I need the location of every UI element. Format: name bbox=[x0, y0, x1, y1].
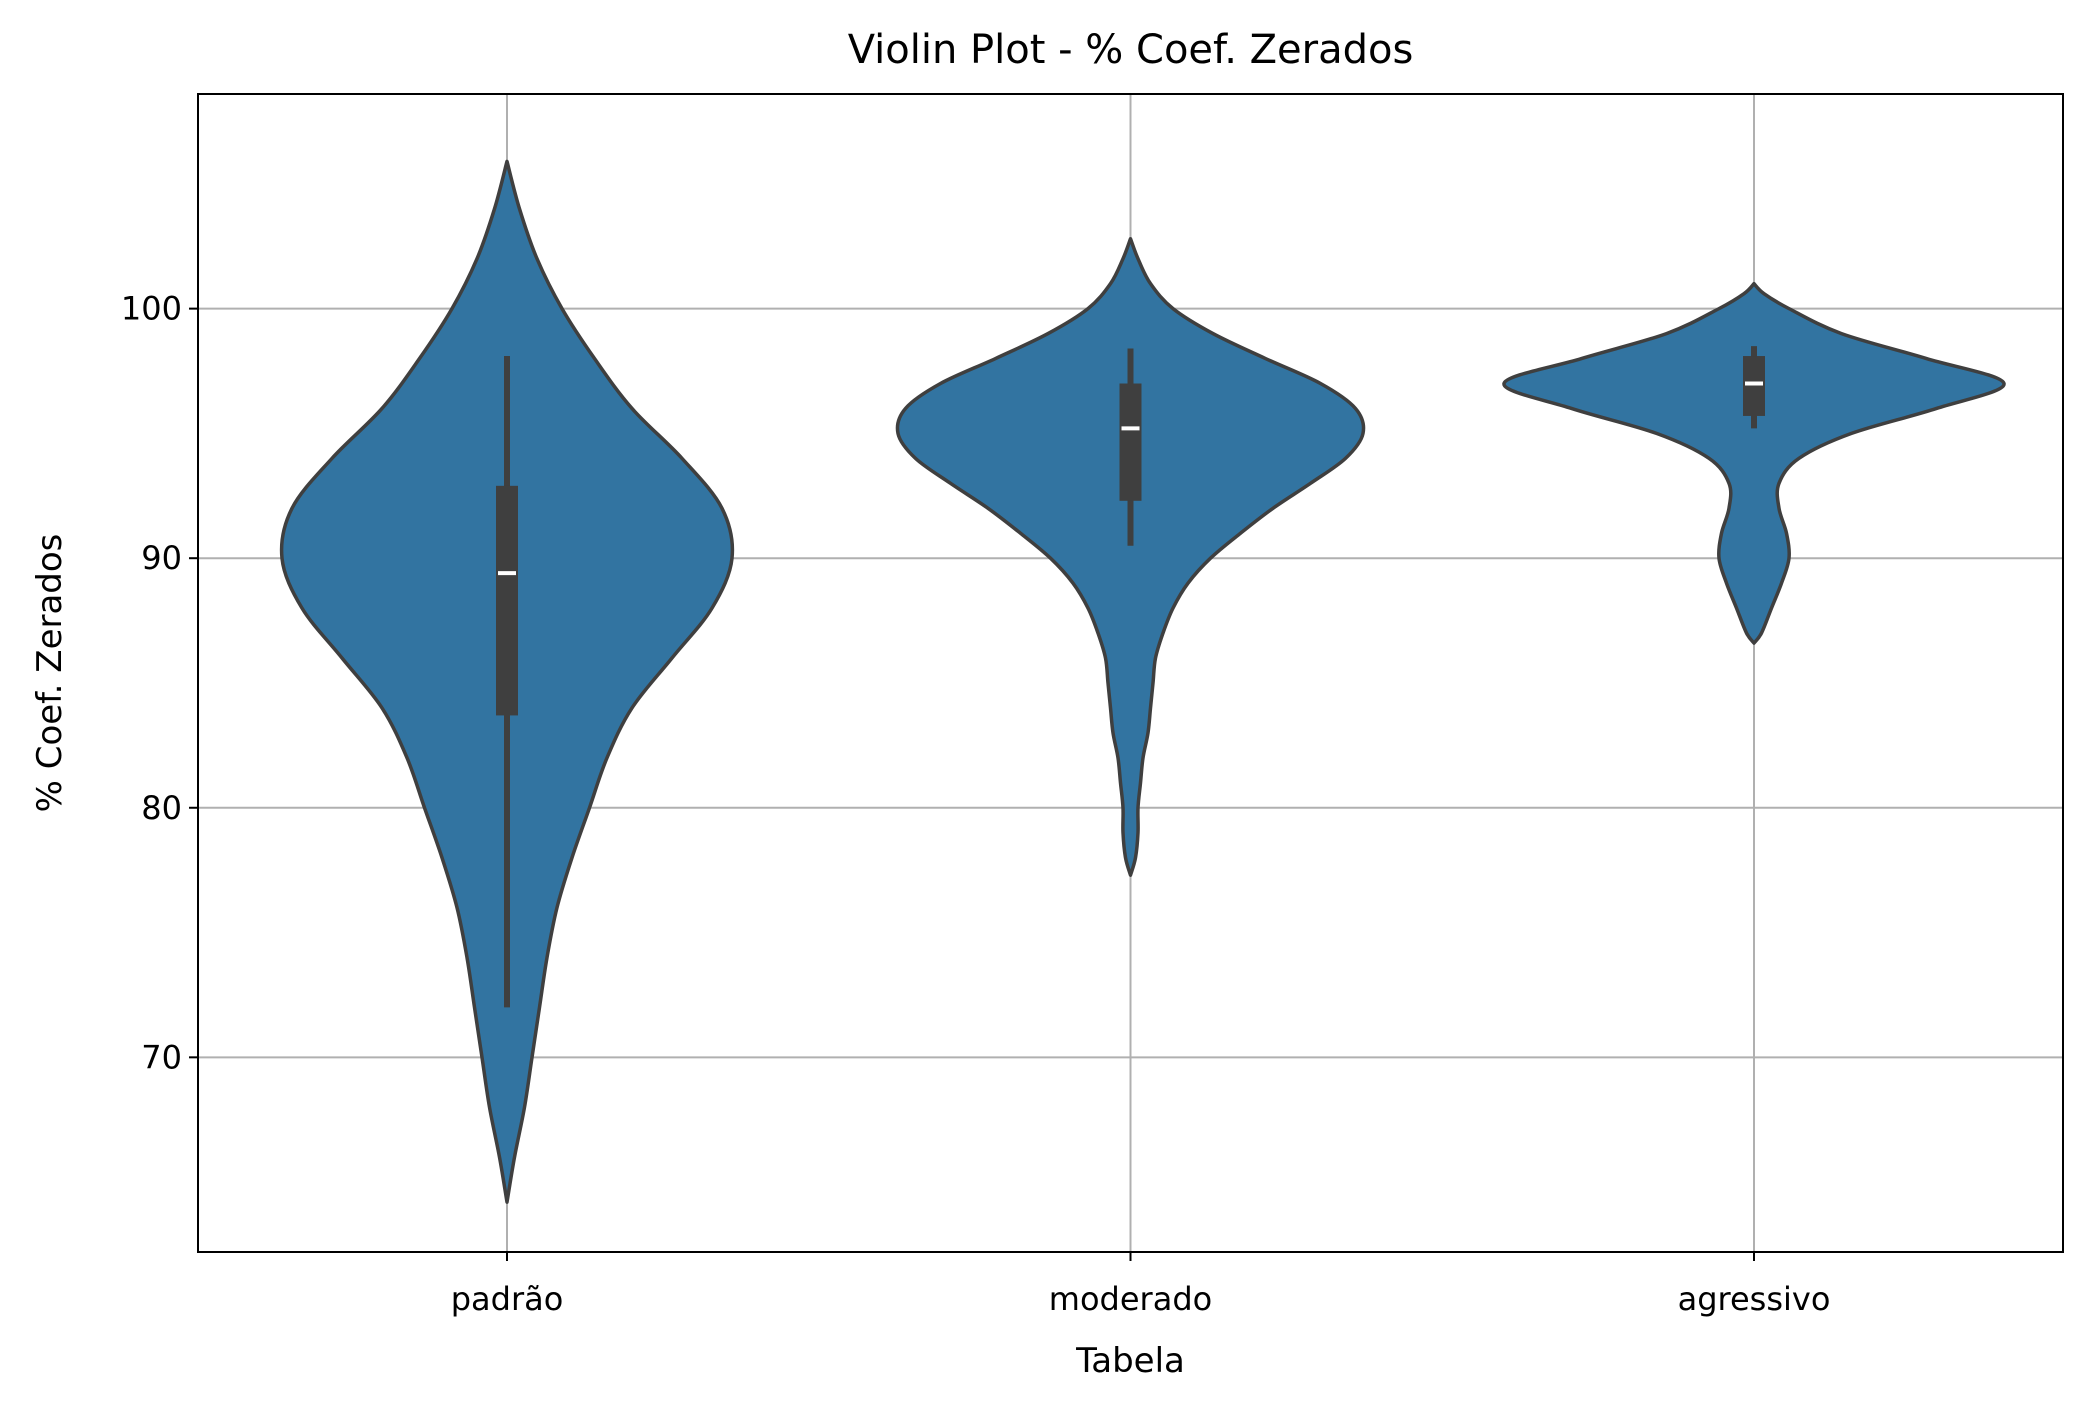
violin-iqr-box bbox=[1743, 356, 1765, 416]
x-tick-label: moderado bbox=[1049, 1280, 1212, 1318]
x-tick-label: padrão bbox=[451, 1280, 564, 1318]
violin-layer bbox=[279, 159, 2006, 1204]
y-tick-label: 80 bbox=[141, 789, 182, 827]
violin-iqr-box bbox=[1119, 383, 1142, 501]
y-tick-label: 100 bbox=[121, 290, 182, 328]
violin-body bbox=[895, 237, 1366, 877]
x-axis-label: Tabela bbox=[1075, 1341, 1185, 1381]
y-tick-label: 70 bbox=[141, 1038, 182, 1076]
tick-layer: 70 80 90 100 padrão moderado agressivo bbox=[121, 290, 1830, 1318]
y-axis-label: % Coef. Zerados bbox=[30, 534, 70, 813]
x-tick-label: agressivo bbox=[1678, 1280, 1831, 1318]
chart-title: Violin Plot - % Coef. Zerados bbox=[848, 27, 1414, 73]
violin-body bbox=[1502, 281, 2006, 645]
y-tick-label: 90 bbox=[141, 539, 182, 577]
violin-iqr-box bbox=[496, 485, 518, 716]
